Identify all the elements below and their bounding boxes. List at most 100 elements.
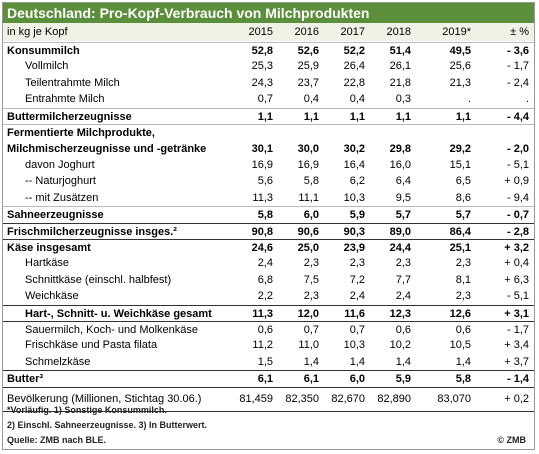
cell-value: - 1,7 [506,60,529,73]
cell-value: 2,3 [303,290,319,303]
row-label: Schmelzkäse [25,355,91,368]
cell-value: 6,2 [349,175,365,188]
table-row: Butter³ 6,1 6,1 6,0 5,9 5,8 - 1,4 [3,370,534,386]
cell-value: + 0,9 [504,175,529,188]
cell-value: + 0,2 [504,392,529,405]
cell-value: 52,2 [343,45,365,57]
cell-value: 49,5 [449,45,471,57]
cell-value: 5,8 [303,175,319,188]
table-row: Fermentierte Milchprodukte, Milchmischer… [3,124,534,157]
cell-value: 1,4 [395,355,411,368]
cell-value: 0,4 [303,93,319,106]
row-label: Konsummilch [7,45,80,57]
cell-value: 2,4 [395,290,411,303]
cell-value: 30,1 [251,143,273,155]
cell-value: 24,3 [251,76,273,89]
cell-value: - 0,7 [506,209,529,222]
cell-value: 2,3 [455,290,471,303]
row-label: Käse insgesamt [7,242,91,254]
row-label: Bevölkerung (Millionen, Stichtag 30.06.) [7,392,202,405]
cell-value: 2,3 [349,257,365,270]
row-label: Butter³ [7,373,44,386]
cell-value: 25,9 [297,60,319,73]
row-label: Frischkäse und Pasta filata [25,339,158,352]
cell-value: 6,0 [349,373,365,386]
table-row: Konsummilch 52,8 52,6 52,2 51,4 49,5 - 3,6 [3,42,534,58]
cell-value: 23,9 [343,242,365,254]
cell-value: 1,4 [455,355,471,368]
cell-value: 15,1 [449,159,471,171]
cell-value: - 2,4 [506,76,529,89]
cell-value: + 6,3 [504,273,529,286]
cell-value: 2017 [340,26,365,38]
cell-value: 5,8 [455,373,471,386]
cell-value: 8,1 [455,273,471,286]
cell-value: 25,0 [297,242,319,254]
cell-value: 6,5 [455,175,471,188]
cell-value: 16,9 [297,159,319,171]
cell-value: 24,6 [251,242,273,254]
cell-value: - 1,4 [506,373,529,386]
cell-value: 82,670 [331,392,365,405]
footnote: 2) Einschl. Sahneerzeugnisse. 3) In Butt… [7,420,208,430]
cell-value: 23,7 [297,76,319,89]
title: Deutschland: Pro-Kopf-Verbrauch von Milc… [3,3,534,23]
cell-value: 51,4 [389,45,411,57]
cell-value: 1,1 [349,110,365,123]
table-page: Deutschland: Pro-Kopf-Verbrauch von Milc… [2,2,535,450]
table-row: Frischkäse und Pasta filata 11,2 11,0 10,3 1… [3,337,534,353]
cell-value: 10,5 [449,339,471,352]
cell-value: 52,8 [251,45,273,57]
cell-value: 30,2 [343,143,365,155]
cell-value: ± % [510,26,529,38]
table-row: davon Joghurt 16,9 16,9 16,4 16,0 15,1 - 5,1 [3,157,534,173]
cell-value: 2019* [442,26,471,38]
table-row: Teilentrahmte Milch 24,3 23,7 22,8 21,8 21,3 -… [3,75,534,91]
cell-value: 5,7 [395,209,411,222]
cell-value: 1,1 [455,110,471,123]
cell-value: 2,3 [395,257,411,270]
cell-value: 21,8 [389,76,411,89]
cell-value: + 0,4 [504,257,529,270]
cell-value: 16,4 [343,159,365,171]
cell-value: 0,6 [395,324,411,336]
cell-value: 2,3 [303,257,319,270]
cell-value: + 3,1 [504,307,529,320]
table-row: Käse insgesamt 24,6 25,0 23,9 24,4 25,1 + 3,2 [3,239,534,255]
cell-value: 89,0 [389,225,411,238]
cell-value: - 2,0 [506,143,529,155]
cell-value: 11,6 [344,307,365,320]
row-label: Frischmilcherzeugnisse insges.² [7,225,177,238]
cell-value: 7,2 [349,273,365,286]
cell-value: 0,7 [257,93,273,106]
row-label: Hart-, Schnitt- u. Weichkäse gesamt [25,307,212,320]
cell-value: - 2,8 [506,225,529,238]
cell-value: 12,3 [389,307,411,320]
cell-value: 11,3 [252,307,273,320]
row-label: Sahneerzeugnisse [7,209,104,222]
table-row: Entrahmte Milch 0,7 0,4 0,4 0,3.. [3,91,534,107]
cell-value: 86,4 [449,225,471,238]
cell-value: 26,4 [343,60,365,73]
cell-value: 30,0 [297,143,319,155]
cell-value: 5,9 [395,373,411,386]
cell-value: 6,4 [395,175,411,188]
cell-value: 11,2 [252,339,273,352]
row-label: Buttermilcherzeugnisse [7,110,132,123]
cell-value: 7,7 [395,273,411,286]
header-row: in kg je Kopf 2015 2016 2017 2018 2019* ± % [3,23,534,41]
table-row: Weichkäse 2,2 2,3 2,4 2,4 2,3 - 5,1 [3,288,534,304]
cell-value: 6,1 [303,373,319,386]
cell-value: - 1,7 [506,324,529,336]
cell-value: - 4,4 [506,110,529,123]
cell-value: 90,6 [297,225,319,238]
table-row: Vollmilch 25,3 25,9 26,4 26,1 25,6 - 1,7 [3,58,534,74]
cell-value: 2018 [386,26,411,38]
cell-value: + 3,4 [504,339,529,352]
cell-value: 0,4 [349,93,365,106]
row-label: Fermentierte Milchprodukte, Milchmischer… [7,127,207,155]
cell-value: 10,2 [389,339,411,352]
row-label: davon Joghurt [25,159,95,171]
table-row: Frischmilcherzeugnisse insges.² 90,8 90,6 9… [3,222,534,239]
row-label: in kg je Kopf [7,26,68,38]
